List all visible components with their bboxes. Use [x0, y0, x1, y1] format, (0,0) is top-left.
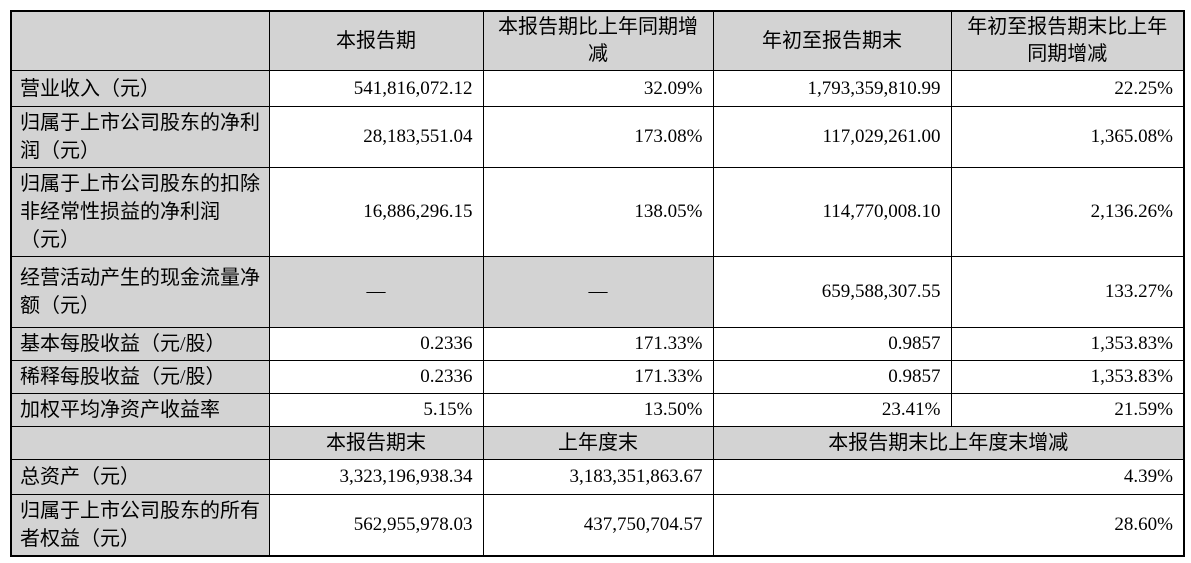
cell-ytd: 117,029,261.00 [712, 106, 952, 168]
cell-current-period: 0.2336 [268, 360, 484, 394]
cell-ytd: 0.9857 [712, 327, 952, 361]
cell-prior-year-end: 3,183,351,863.67 [482, 459, 714, 495]
cell-ytd: 0.9857 [712, 360, 952, 394]
cell-current-period: 0.2336 [268, 327, 484, 361]
cell-current-period: 28,183,551.04 [268, 106, 484, 168]
table-row-total-assets: 总资产（元） 3,323,196,938.34 3,183,351,863.67… [10, 459, 1185, 495]
col-header-period-end-change: 本报告期末比上年度末增减 [712, 426, 1185, 460]
financial-summary-table: 本报告期 本报告期比上年同期增减 年初至报告期末 年初至报告期末比上年同期增减 … [10, 10, 1185, 557]
table-row-net-profit: 归属于上市公司股东的净利润（元） 28,183,551.04 173.08% 1… [10, 106, 1185, 168]
cell-period-end-change: 4.39% [712, 459, 1185, 495]
cell-current-period: 16,886,296.15 [268, 167, 484, 257]
cell-yoy-change: 171.33% [482, 360, 714, 394]
cell-ytd-yoy-change: 21.59% [950, 393, 1185, 427]
header-row-period-end: 本报告期末 上年度末 本报告期末比上年度末增减 [10, 426, 1185, 460]
cell-ytd: 659,588,307.55 [712, 256, 952, 328]
header-corner-cell [10, 426, 270, 460]
row-label: 稀释每股收益（元/股） [10, 360, 270, 394]
table-row-revenue: 营业收入（元） 541,816,072.12 32.09% 1,793,359,… [10, 70, 1185, 107]
row-label: 总资产（元） [10, 459, 270, 495]
col-header-prior-year-end: 上年度末 [482, 426, 714, 460]
cell-period-end-change: 28.60% [712, 494, 1185, 557]
table-row-operating-cash-flow: 经营活动产生的现金流量净额（元） — — 659,588,307.55 133.… [10, 256, 1185, 328]
col-header-period-end: 本报告期末 [268, 426, 484, 460]
row-label: 归属于上市公司股东的所有者权益（元） [10, 494, 270, 557]
header-row-period: 本报告期 本报告期比上年同期增减 年初至报告期末 年初至报告期末比上年同期增减 [10, 10, 1185, 71]
cell-ytd: 1,793,359,810.99 [712, 70, 952, 107]
row-label: 经营活动产生的现金流量净额（元） [10, 256, 270, 328]
table-row-equity: 归属于上市公司股东的所有者权益（元） 562,955,978.03 437,75… [10, 494, 1185, 557]
table-row-weighted-avg-roe: 加权平均净资产收益率 5.15% 13.50% 23.41% 21.59% [10, 393, 1185, 427]
table-row-basic-eps: 基本每股收益（元/股） 0.2336 171.33% 0.9857 1,353.… [10, 327, 1185, 361]
cell-period-end: 3,323,196,938.34 [268, 459, 484, 495]
row-label: 基本每股收益（元/股） [10, 327, 270, 361]
cell-period-end: 562,955,978.03 [268, 494, 484, 557]
cell-yoy-change: 32.09% [482, 70, 714, 107]
row-label: 归属于上市公司股东的扣除非经常性损益的净利润（元） [10, 167, 270, 257]
table-row-diluted-eps: 稀释每股收益（元/股） 0.2336 171.33% 0.9857 1,353.… [10, 360, 1185, 394]
row-label: 加权平均净资产收益率 [10, 393, 270, 427]
table-row-net-profit-excl-nonrecurring: 归属于上市公司股东的扣除非经常性损益的净利润（元） 16,886,296.15 … [10, 167, 1185, 257]
cell-ytd-yoy-change: 2,136.26% [950, 167, 1185, 257]
header-corner-cell [10, 10, 270, 71]
col-header-current-period: 本报告期 [268, 10, 484, 71]
col-header-current-period-yoy: 本报告期比上年同期增减 [482, 10, 714, 71]
col-header-ytd-yoy: 年初至报告期末比上年同期增减 [950, 10, 1185, 71]
cell-yoy-change-empty: — [482, 256, 714, 328]
cell-prior-year-end: 437,750,704.57 [482, 494, 714, 557]
cell-yoy-change: 13.50% [482, 393, 714, 427]
col-header-ytd: 年初至报告期末 [712, 10, 952, 71]
cell-current-period: 5.15% [268, 393, 484, 427]
cell-ytd-yoy-change: 1,353.83% [950, 360, 1185, 394]
row-label: 归属于上市公司股东的净利润（元） [10, 106, 270, 168]
cell-current-period: 541,816,072.12 [268, 70, 484, 107]
row-label: 营业收入（元） [10, 70, 270, 107]
cell-ytd-yoy-change: 1,365.08% [950, 106, 1185, 168]
cell-ytd-yoy-change: 1,353.83% [950, 327, 1185, 361]
cell-ytd-yoy-change: 22.25% [950, 70, 1185, 107]
cell-ytd: 114,770,008.10 [712, 167, 952, 257]
cell-ytd-yoy-change: 133.27% [950, 256, 1185, 328]
cell-yoy-change: 173.08% [482, 106, 714, 168]
cell-current-period-empty: — [268, 256, 484, 328]
cell-yoy-change: 138.05% [482, 167, 714, 257]
cell-ytd: 23.41% [712, 393, 952, 427]
cell-yoy-change: 171.33% [482, 327, 714, 361]
